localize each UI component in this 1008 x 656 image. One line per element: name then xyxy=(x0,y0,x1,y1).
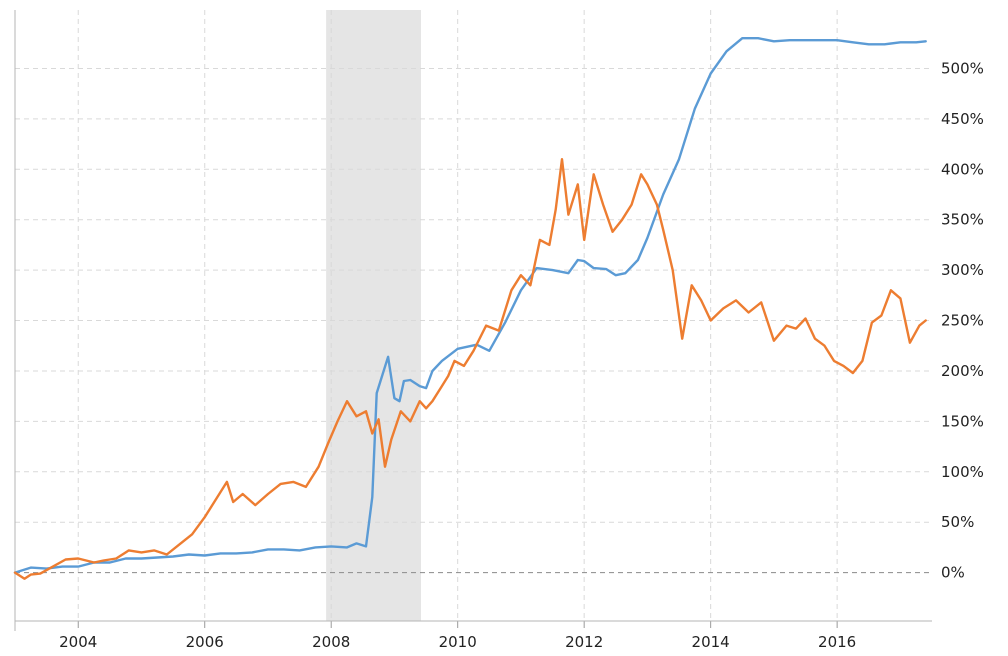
y-tick-label: 400% xyxy=(941,160,984,178)
axis-layer xyxy=(14,10,932,631)
y-tick-label: 150% xyxy=(941,412,984,430)
grid-layer xyxy=(15,10,932,621)
y-tick-label: 100% xyxy=(941,463,984,481)
y-tick-label: 350% xyxy=(941,211,984,229)
series-line-2 xyxy=(13,158,927,580)
y-tick-label: 300% xyxy=(941,261,984,279)
y-tick-label: 0% xyxy=(941,564,965,582)
y-tick-label: 500% xyxy=(941,59,984,77)
y-tick-label: 450% xyxy=(941,110,984,128)
x-tick-label: 2004 xyxy=(59,633,97,651)
series-line-1 xyxy=(13,37,927,574)
y-tick-label: 200% xyxy=(941,362,984,380)
tick-label-layer: 0% 50% 100% 150% 200% 250% 300% 350% 400% 450% 500… xyxy=(59,59,984,651)
x-tick-label: 2010 xyxy=(439,633,477,651)
x-tick-label: 2006 xyxy=(186,633,224,651)
y-tick-label: 50% xyxy=(941,513,974,531)
recession-band-layer xyxy=(326,10,422,621)
x-tick-label: 2016 xyxy=(818,633,856,651)
series-layer xyxy=(13,37,927,580)
x-tick-label: 2012 xyxy=(565,633,603,651)
recession-band xyxy=(326,10,422,621)
x-tick-label: 2014 xyxy=(692,633,730,651)
x-tick-label: 2008 xyxy=(312,633,350,651)
y-tick-label: 250% xyxy=(941,312,984,330)
